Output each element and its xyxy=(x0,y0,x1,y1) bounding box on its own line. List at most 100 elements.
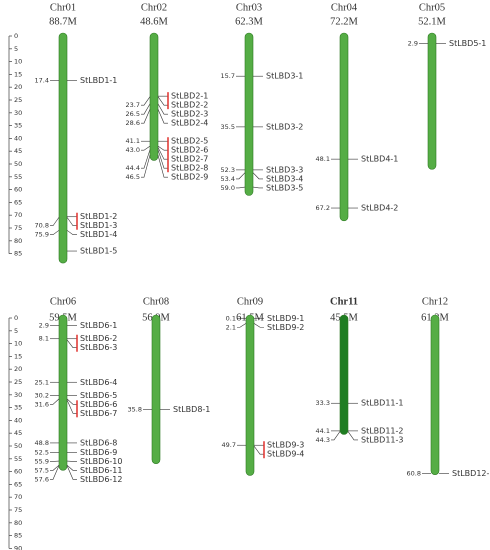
gene-connector xyxy=(66,230,77,236)
axis-tick-label: 30 xyxy=(14,109,22,117)
axis-tick-label: 35 xyxy=(14,122,22,130)
axis-tick-label: 40 xyxy=(14,416,22,424)
axis-tick-label: 40 xyxy=(14,134,22,142)
axis-tick-label: 90 xyxy=(14,544,22,550)
chromosome-bar xyxy=(245,314,255,476)
gene-connector xyxy=(253,445,264,455)
axis-tick-label: 60 xyxy=(14,186,22,194)
chromosome-length: 72.2M xyxy=(330,16,358,27)
position-connector xyxy=(50,398,60,405)
gene-name: StLBD3-5 xyxy=(266,183,303,192)
axis-tick-label: 45 xyxy=(14,429,22,437)
axis-tick-label: 0 xyxy=(14,314,18,322)
gene-name: StLBD1-1 xyxy=(80,76,117,85)
chromosome-bar xyxy=(58,314,68,471)
gene-name: StLBD2-3 xyxy=(171,110,208,119)
gene-connector xyxy=(157,149,168,169)
gene-name: StLBD3-2 xyxy=(266,122,303,131)
position-connector xyxy=(141,96,151,106)
chromosome-name: Chr08 xyxy=(143,296,169,307)
gene-name: StLBD6-7 xyxy=(80,409,117,418)
position-connector xyxy=(50,217,60,227)
gene-position: 48.1 xyxy=(316,155,330,163)
position-connector xyxy=(141,145,151,151)
chromosome-name: Chr09 xyxy=(237,296,263,307)
gene-position: 53.4 xyxy=(221,175,235,183)
axis-tick-label: 55 xyxy=(14,455,22,463)
gene-position: 31.6 xyxy=(35,400,49,408)
axis-tick-label: 80 xyxy=(14,237,22,245)
gene-position: 2.9 xyxy=(39,321,49,329)
gene-name: StLBD8-1 xyxy=(173,405,210,414)
gene-position: 49.7 xyxy=(222,441,236,449)
chromosome-name: Chr12 xyxy=(422,296,448,307)
axis-tick-label: 0 xyxy=(14,32,18,40)
chromosome-length: 52.1M xyxy=(418,16,446,27)
axis-tick-label: 45 xyxy=(14,147,22,155)
gene-position: 60.8 xyxy=(407,470,421,478)
gene-name: StLBD6-1 xyxy=(80,321,117,330)
gene-position: 28.6 xyxy=(126,119,140,127)
chromosome-length: 62.3M xyxy=(235,16,263,27)
chromosome-bar xyxy=(244,32,254,196)
gene-connector xyxy=(157,109,168,124)
gene-name: StLBD11-3 xyxy=(361,435,403,444)
axis-tick-label: 20 xyxy=(14,83,22,91)
axis-tick-label: 65 xyxy=(14,480,22,488)
gene-connector xyxy=(157,145,168,151)
gene-connector xyxy=(66,398,77,405)
gene-position: 23.7 xyxy=(126,101,140,109)
gene-position: 52.5 xyxy=(35,448,49,456)
axis-tick-label: 75 xyxy=(14,506,22,514)
gene-position: 46.5 xyxy=(126,173,140,181)
position-connector xyxy=(236,172,246,180)
gene-position: 15.7 xyxy=(221,72,235,80)
gene-name: StLBD6-6 xyxy=(80,400,117,409)
gene-connector xyxy=(66,399,77,414)
gene-position: 35.5 xyxy=(221,123,235,131)
gene-name: StLBD1-4 xyxy=(80,230,117,239)
axis-tick-label: 15 xyxy=(14,70,22,78)
gene-name: StLBD1-5 xyxy=(80,247,117,256)
gene-position: 43.0 xyxy=(126,146,140,154)
chromosome-bar xyxy=(339,32,349,222)
axis-tick-label: 20 xyxy=(14,365,22,373)
gene-name: StLBD3-1 xyxy=(266,72,303,81)
gene-name: StLBD6-3 xyxy=(80,343,117,352)
gene-position: 52.3 xyxy=(221,166,235,174)
axis-tick-label: 60 xyxy=(14,468,22,476)
gene-name: StLBD2-6 xyxy=(171,146,208,155)
gene-connector xyxy=(66,217,77,227)
gene-name: StLBD9-2 xyxy=(267,323,304,332)
axis-tick-label: 85 xyxy=(14,250,22,258)
gene-name: StLBD3-4 xyxy=(266,174,303,183)
gene-name: StLBD9-1 xyxy=(267,314,304,323)
gene-position: 26.5 xyxy=(126,110,140,118)
chromosome-bar xyxy=(339,314,349,435)
axis-tick-label: 15 xyxy=(14,352,22,360)
gene-position: 67.2 xyxy=(316,204,330,212)
gene-name: StLBD12-1 xyxy=(452,469,490,478)
position-connector xyxy=(141,149,151,169)
axis-tick-label: 10 xyxy=(14,340,22,348)
chromosome-name: Chr05 xyxy=(419,2,445,13)
axis-tick-label: 25 xyxy=(14,378,22,386)
axis-tick-label: 80 xyxy=(14,519,22,527)
gene-connector xyxy=(66,465,77,480)
chromosome-bar xyxy=(151,314,161,464)
gene-name: StLBD2-1 xyxy=(171,92,208,101)
gene-position: 48.8 xyxy=(35,439,49,447)
gene-name: StLBD11-2 xyxy=(361,426,403,435)
gene-position: 70.8 xyxy=(35,222,49,230)
gene-name: StLBD9-4 xyxy=(267,450,304,459)
gene-connector xyxy=(157,96,168,106)
gene-connector xyxy=(66,464,77,471)
position-connector xyxy=(50,465,60,480)
gene-name: StLBD1-3 xyxy=(80,221,117,230)
axis-tick-label: 50 xyxy=(14,442,22,450)
gene-name: StLBD4-1 xyxy=(361,155,398,164)
axis-tick-label: 5 xyxy=(14,327,18,335)
gene-connector xyxy=(157,103,168,115)
gene-name: StLBD3-3 xyxy=(266,165,303,174)
gene-name: StLBD2-4 xyxy=(171,119,208,128)
